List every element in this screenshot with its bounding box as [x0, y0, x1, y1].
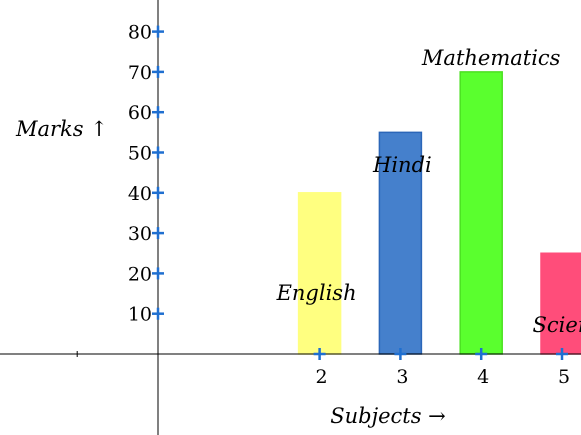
text-layer: 10 20 30 40 50 60 70 80 2 3 4 5 English Hindi Mathemat…: [15, 22, 581, 428]
x-tick-label-3: 3: [396, 366, 408, 388]
y-tick-label-10: 10: [128, 304, 152, 326]
y-tick-marker-10: [152, 307, 164, 320]
y-tick-label-80: 80: [128, 22, 152, 44]
bar-label-english: English: [276, 281, 357, 305]
y-tick-label-30: 30: [128, 223, 152, 245]
y-tick-label-60: 60: [128, 102, 152, 124]
bar-science: [540, 252, 581, 355]
y-tick-marker-40: [152, 186, 164, 199]
x-tick-label-4: 4: [477, 366, 489, 388]
y-tick-label-70: 70: [128, 62, 152, 84]
x-tick-marker-3: [394, 348, 407, 360]
bar-mathematics: [459, 71, 503, 355]
x-axis-title: Subjects →: [330, 404, 446, 428]
tick-markers-layer: [152, 25, 568, 360]
bar-english: [297, 192, 342, 355]
x-tick-label-5: 5: [558, 366, 570, 388]
y-tick-marker-20: [152, 267, 164, 280]
bar-label-science: Science: [532, 313, 581, 337]
x-tick-marker-4: [475, 348, 488, 360]
x-tick-marker-5: [556, 348, 568, 360]
y-tick-label-40: 40: [128, 183, 152, 205]
bar-label-mathematics: Mathematics: [421, 46, 561, 70]
y-tick-marker-70: [152, 65, 164, 78]
y-tick-marker-80: [152, 25, 164, 38]
y-tick-marker-50: [152, 146, 164, 159]
bars-layer: [297, 71, 581, 355]
x-tick-marker-2: [313, 348, 326, 360]
bar-hindi: [378, 131, 423, 355]
y-tick-label-50: 50: [128, 143, 152, 165]
y-tick-label-20: 20: [128, 263, 152, 285]
y-tick-marker-30: [152, 227, 164, 240]
y-axis-title: Marks ↑: [15, 117, 108, 141]
x-tick-label-2: 2: [316, 366, 328, 388]
bar-label-hindi: Hindi: [372, 153, 432, 177]
y-tick-marker-60: [152, 106, 164, 119]
